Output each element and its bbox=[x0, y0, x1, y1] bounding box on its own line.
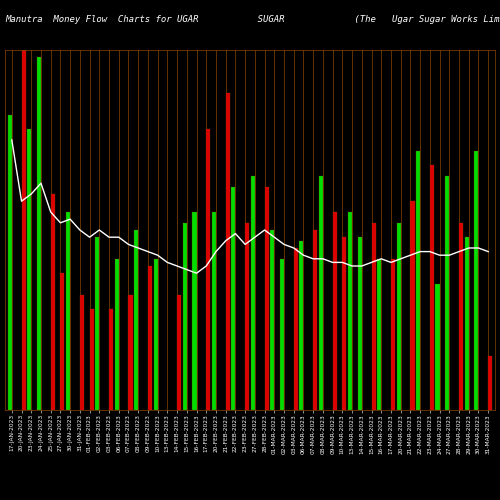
Bar bbox=[313, 230, 318, 410]
Bar bbox=[294, 248, 298, 410]
Bar bbox=[206, 129, 210, 410]
Bar bbox=[27, 129, 31, 410]
Bar bbox=[445, 176, 450, 410]
Text: Manutra  Money Flow  Charts for UGAR           SUGAR             (The   Ugar Sug: Manutra Money Flow Charts for UGAR SUGAR… bbox=[5, 15, 500, 24]
Bar bbox=[348, 212, 352, 410]
Bar bbox=[154, 259, 158, 410]
Bar bbox=[391, 259, 395, 410]
Bar bbox=[270, 230, 274, 410]
Bar bbox=[332, 212, 336, 410]
Bar bbox=[182, 223, 187, 410]
Bar bbox=[342, 237, 346, 410]
Bar bbox=[95, 237, 100, 410]
Bar bbox=[90, 309, 94, 410]
Bar bbox=[319, 176, 323, 410]
Bar bbox=[416, 151, 420, 410]
Bar bbox=[251, 176, 255, 410]
Bar bbox=[128, 295, 132, 410]
Bar bbox=[372, 223, 376, 410]
Bar bbox=[37, 57, 41, 410]
Bar bbox=[245, 223, 249, 410]
Bar bbox=[410, 201, 414, 410]
Bar bbox=[50, 194, 55, 410]
Bar bbox=[232, 187, 235, 410]
Bar bbox=[459, 223, 463, 410]
Bar bbox=[22, 50, 26, 410]
Bar bbox=[177, 295, 181, 410]
Bar bbox=[8, 115, 12, 410]
Bar bbox=[66, 212, 70, 410]
Bar bbox=[358, 237, 362, 410]
Bar bbox=[280, 259, 284, 410]
Bar bbox=[60, 273, 64, 410]
Bar bbox=[436, 284, 440, 410]
Bar bbox=[430, 165, 434, 410]
Bar bbox=[464, 237, 469, 410]
Bar bbox=[264, 187, 268, 410]
Bar bbox=[134, 230, 138, 410]
Bar bbox=[474, 151, 478, 410]
Bar bbox=[192, 212, 196, 410]
Bar bbox=[109, 309, 113, 410]
Bar bbox=[396, 223, 400, 410]
Bar bbox=[488, 356, 492, 410]
Bar bbox=[114, 259, 118, 410]
Bar bbox=[212, 212, 216, 410]
Bar bbox=[80, 295, 84, 410]
Bar bbox=[300, 241, 304, 410]
Bar bbox=[377, 259, 382, 410]
Bar bbox=[148, 266, 152, 410]
Bar bbox=[226, 93, 230, 410]
